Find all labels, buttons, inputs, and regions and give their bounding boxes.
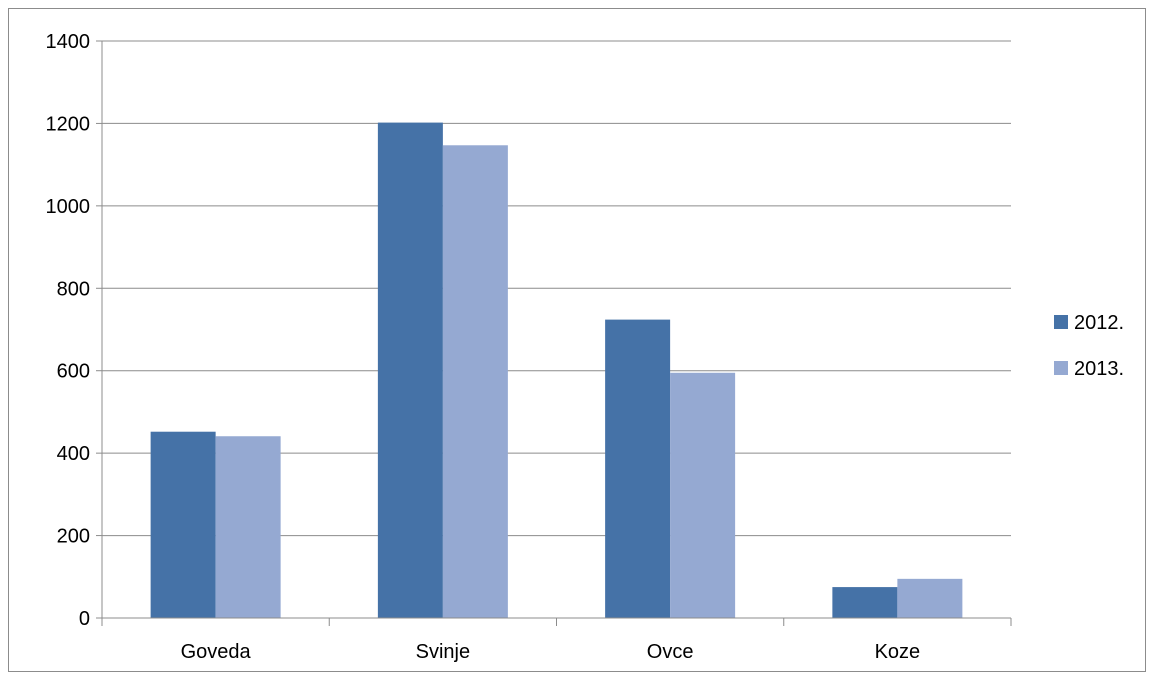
bar-svinje-2012 bbox=[377, 122, 443, 619]
y-tick-label: 200 bbox=[57, 526, 90, 548]
x-tick-label: Svinje bbox=[416, 641, 470, 663]
x-tick-labels: Goveda Svinje Ovce Koze bbox=[181, 641, 921, 663]
y-tick-label: 1400 bbox=[46, 31, 91, 53]
y-tick-label: 0 bbox=[79, 608, 90, 630]
bar-svinje-2013 bbox=[442, 145, 508, 618]
bar-ovce-2012 bbox=[605, 319, 671, 618]
x-tick-label: Goveda bbox=[181, 641, 252, 663]
y-tick-labels: 0 200 400 600 800 1000 1200 1400 bbox=[46, 31, 91, 630]
y-tick-label: 800 bbox=[57, 278, 90, 300]
x-tick-label: Ovce bbox=[647, 641, 694, 663]
y-tick-label: 600 bbox=[57, 361, 90, 383]
bar-koze-2012 bbox=[832, 587, 898, 618]
axes bbox=[96, 40, 1012, 626]
bar-goveda-2012 bbox=[150, 431, 216, 618]
bars bbox=[150, 122, 963, 619]
y-tick-label: 400 bbox=[57, 443, 90, 465]
legend-label: 2013. bbox=[1074, 358, 1124, 380]
legend-label: 2012. bbox=[1074, 312, 1124, 334]
bar-ovce-2013 bbox=[670, 372, 736, 618]
legend: 2012. 2013. bbox=[1054, 312, 1124, 380]
bar-koze-2013 bbox=[897, 578, 963, 618]
y-tick-label: 1000 bbox=[46, 196, 91, 218]
bar-goveda-2013 bbox=[215, 436, 281, 618]
legend-swatch bbox=[1054, 315, 1068, 329]
x-tick-label: Koze bbox=[875, 641, 921, 663]
legend-swatch bbox=[1054, 361, 1068, 375]
y-tick-label: 1200 bbox=[46, 113, 91, 135]
